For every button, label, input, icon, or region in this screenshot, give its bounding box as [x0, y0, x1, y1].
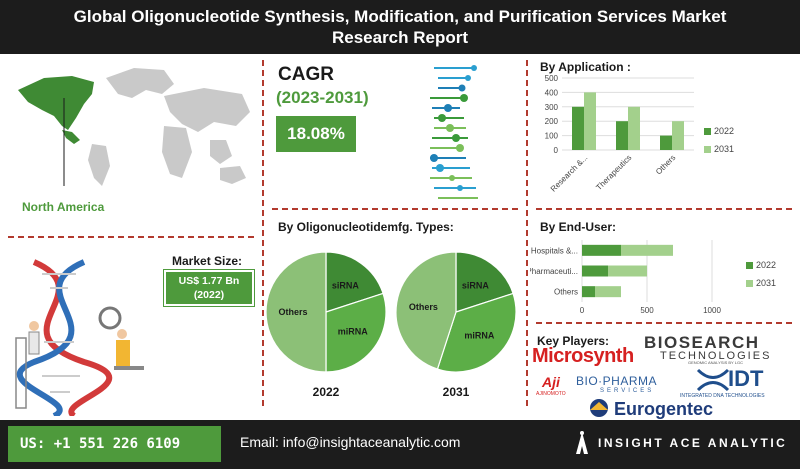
legend-label-2031: 2031: [756, 278, 776, 288]
pie-slice-sirna: [325, 251, 384, 313]
y-tick-label: 400: [545, 88, 559, 97]
x-tick-label: 0: [580, 306, 585, 315]
market-size-amount: US$ 1.77 Bn: [178, 275, 240, 287]
pie-slice-sirna: [455, 251, 514, 313]
legend-swatch-2022: [704, 128, 711, 135]
bar-2031-0: [584, 92, 596, 150]
divider-right-horizontal: [536, 208, 792, 210]
bar-2031-2: [672, 121, 684, 150]
idt-logo: IDT: [728, 366, 764, 391]
biosearch-logo-subtitle: TECHNOLOGIES: [660, 350, 772, 362]
market-size-title: Market Size:: [172, 254, 243, 268]
types-section-title: By Oligonucleotidemfg. Types:: [278, 220, 454, 234]
eurogentec-icon: [590, 399, 608, 417]
eurogentec-logo: Eurogentec: [614, 399, 714, 419]
legend-label-2022: 2022: [714, 126, 734, 136]
idt-helix-icon: [696, 368, 730, 392]
bar-2031-2: [595, 286, 621, 298]
ajinomoto-logo: Aji: [542, 374, 560, 390]
region-label: North America: [22, 200, 105, 214]
bar-2022-2: [582, 286, 595, 298]
market-size-year: (2022): [193, 289, 225, 301]
biosearch-logo-tagline: GENOMIC ANALYSIS BY LGC: [688, 360, 743, 365]
phone-contact[interactable]: US: +1 551 226 6109: [8, 426, 221, 462]
idt-logo-subtitle: INTEGRATED DNA TECHNOLOGIES: [680, 393, 765, 399]
ajinomoto-logo-subtitle: AJINOMOTO: [536, 391, 566, 397]
bar-2022-0: [582, 244, 621, 256]
world-map-icon: [18, 68, 250, 186]
y-tick-label: 500: [545, 74, 559, 83]
report-title-line2: Research Report: [331, 28, 469, 47]
application-section-title: By Application :: [540, 60, 631, 74]
bar-2022-2: [660, 135, 672, 150]
y-tick-label: Others: [554, 288, 578, 297]
y-tick-label: 100: [545, 132, 559, 141]
pie-year-label: 2022: [313, 385, 340, 399]
bar-2022-0: [572, 106, 584, 150]
bar-2022-1: [616, 121, 628, 150]
x-tick-label: Therapeutics: [594, 153, 633, 192]
biosearch-logo: BIOSEARCH: [644, 333, 760, 352]
market-size-value: US$ 1.77 Bn (2022): [163, 269, 255, 307]
pie-slice-mirna: [325, 292, 387, 373]
microsynth-logo: Microsynth: [532, 345, 634, 367]
pie-label-mirna: miRNA: [338, 326, 369, 336]
divider-left: [262, 60, 264, 406]
dna-helix-icon: [430, 65, 478, 199]
enduser-bar-chart: 0 500 1000 Hospitals &... Pharmaceuti... Othe…: [530, 240, 776, 315]
pie-label-mirna: miRNA: [464, 330, 495, 340]
pie-slice-mirna: [436, 292, 517, 373]
report-header: Global Oligonucleotide Synthesis, Modifi…: [0, 0, 800, 54]
x-tick-label: 500: [640, 306, 654, 315]
y-tick-label: Pharmaceuti...: [530, 267, 578, 276]
cagr-value: 18.08%: [276, 116, 356, 152]
dna-scientists-illustration: [15, 259, 144, 416]
y-tick-label: Hospitals &...: [531, 246, 578, 255]
bar-2022-1: [582, 265, 608, 277]
x-tick-label: Research &...: [549, 153, 590, 194]
pie-slice-others: [265, 251, 327, 373]
key-players-title: Key Players:: [537, 334, 610, 348]
y-tick-label: 200: [545, 117, 559, 126]
pie-slice-others: [395, 251, 457, 370]
pie-label-sirna: siRNA: [332, 280, 360, 290]
divider-left-horizontal: [8, 236, 254, 238]
legend-swatch-2022: [746, 262, 753, 269]
legend-label-2031: 2031: [714, 144, 734, 154]
bar-2031-0: [621, 244, 673, 256]
y-tick-label: 300: [545, 103, 559, 112]
enduser-section-title: By End-User:: [540, 220, 617, 234]
pie-label-others: Others: [409, 302, 438, 312]
legend-swatch-2031: [704, 146, 711, 153]
x-tick-label: 1000: [703, 306, 721, 315]
x-tick-label: Others: [654, 153, 677, 176]
bar-2031-1: [608, 265, 647, 277]
legend-swatch-2031: [746, 280, 753, 287]
pie-label-sirna: siRNA: [462, 280, 490, 290]
divider-center-horizontal: [272, 208, 518, 210]
cagr-years: (2023-2031): [276, 88, 369, 107]
biopharma-logo-subtitle: SERVICES: [600, 388, 655, 394]
y-tick-label: 0: [554, 146, 559, 155]
cagr-title: CAGR: [278, 64, 334, 85]
divider-right: [526, 60, 528, 406]
report-title-line1: Global Oligonucleotide Synthesis, Modifi…: [73, 7, 727, 26]
pie-year-label: 2031: [443, 385, 470, 399]
brand-name: INSIGHT ACE ANALYTIC: [598, 436, 788, 450]
divider-right-horizontal-2: [536, 322, 792, 324]
legend-label-2022: 2022: [756, 260, 776, 270]
application-bar-chart: 0 100 200 300 400 500 Research &... Therapeutic…: [545, 74, 734, 194]
pie-chart-2022: siRNA miRNA Others 2022: [265, 251, 387, 399]
pie-label-others: Others: [278, 307, 307, 317]
biopharma-logo: BIO·PHARMA: [576, 374, 658, 388]
email-contact[interactable]: Email: info@insightaceanalytic.com: [240, 434, 461, 450]
bar-2031-1: [628, 106, 640, 150]
insight-ace-logo-icon: [576, 431, 588, 454]
pie-chart-2031: siRNA miRNA Others 2031: [395, 251, 517, 399]
